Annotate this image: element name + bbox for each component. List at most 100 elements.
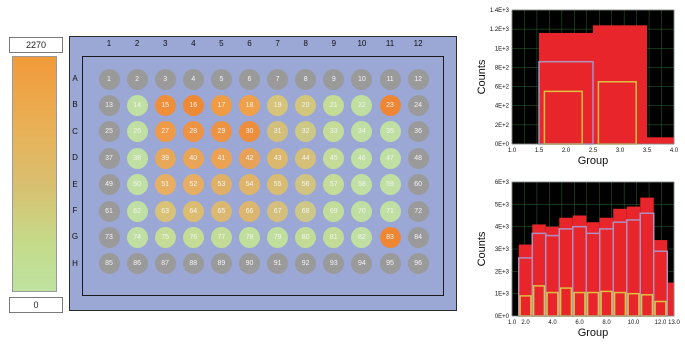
plate-well[interactable]: 33 bbox=[323, 121, 345, 143]
plate-well[interactable]: 66 bbox=[239, 200, 260, 222]
plate-well[interactable]: 24 bbox=[407, 94, 429, 116]
column-label: 5 bbox=[219, 39, 224, 48]
plate-well[interactable]: 17 bbox=[210, 94, 232, 116]
plate-well[interactable]: 64 bbox=[182, 200, 204, 222]
plate-well[interactable]: 72 bbox=[407, 200, 429, 222]
plate-well[interactable]: 6 bbox=[239, 68, 260, 90]
plate-well[interactable]: 77 bbox=[210, 226, 232, 248]
plate-well[interactable]: 40 bbox=[182, 147, 204, 169]
plate-well[interactable]: 5 bbox=[210, 68, 232, 90]
plate-well[interactable]: 19 bbox=[267, 94, 289, 116]
plate-well[interactable]: 47 bbox=[379, 147, 401, 169]
plate-well[interactable]: 15 bbox=[154, 94, 176, 116]
plate-well[interactable]: 71 bbox=[379, 200, 401, 222]
plate-well[interactable]: 18 bbox=[239, 94, 260, 116]
plate-well[interactable]: 63 bbox=[154, 200, 176, 222]
plate-well[interactable]: 62 bbox=[126, 200, 148, 222]
plate-well[interactable]: 52 bbox=[182, 174, 204, 196]
plate-well[interactable]: 78 bbox=[239, 226, 260, 248]
plate-well[interactable]: 76 bbox=[182, 226, 204, 248]
plate-well[interactable]: 21 bbox=[323, 94, 345, 116]
plate-well[interactable]: 46 bbox=[351, 147, 373, 169]
plate-well[interactable]: 87 bbox=[154, 253, 176, 275]
plate-well[interactable]: 86 bbox=[126, 253, 148, 275]
plate-well[interactable]: 14 bbox=[126, 94, 148, 116]
plate-well[interactable]: 75 bbox=[154, 226, 176, 248]
plate-well[interactable]: 30 bbox=[239, 121, 260, 143]
plate-well[interactable]: 59 bbox=[379, 174, 401, 196]
plate-well[interactable]: 23 bbox=[379, 94, 401, 116]
plate-well[interactable]: 22 bbox=[351, 94, 373, 116]
plate-well[interactable]: 67 bbox=[267, 200, 289, 222]
plate-well[interactable]: 26 bbox=[126, 121, 148, 143]
plate-well[interactable]: 56 bbox=[295, 174, 317, 196]
plate-well[interactable]: 79 bbox=[267, 226, 289, 248]
plate-well[interactable]: 84 bbox=[407, 226, 429, 248]
scale-max-value[interactable]: 2270 bbox=[9, 37, 63, 53]
plate-well[interactable]: 69 bbox=[323, 200, 345, 222]
plate-well[interactable]: 65 bbox=[210, 200, 232, 222]
plate-well[interactable]: 34 bbox=[351, 121, 373, 143]
plate-well[interactable]: 10 bbox=[351, 68, 373, 90]
plate-well[interactable]: 12 bbox=[407, 68, 429, 90]
plate-well[interactable]: 7 bbox=[267, 68, 289, 90]
plate-well[interactable]: 55 bbox=[267, 174, 289, 196]
plate-well[interactable]: 68 bbox=[295, 200, 317, 222]
plate-well[interactable]: 93 bbox=[323, 253, 345, 275]
plate-well[interactable]: 25 bbox=[98, 121, 120, 143]
plate-well[interactable]: 20 bbox=[295, 94, 317, 116]
plate-well[interactable]: 92 bbox=[295, 253, 317, 275]
plate-well[interactable]: 8 bbox=[295, 68, 317, 90]
scale-min-value[interactable]: 0 bbox=[9, 297, 63, 313]
plate-well[interactable]: 3 bbox=[154, 68, 176, 90]
plate-well[interactable]: 60 bbox=[407, 174, 429, 196]
plate-well[interactable]: 49 bbox=[98, 174, 120, 196]
plate-well[interactable]: 74 bbox=[126, 226, 148, 248]
plate-well[interactable]: 27 bbox=[154, 121, 176, 143]
plate-well[interactable]: 50 bbox=[126, 174, 148, 196]
plate-well[interactable]: 31 bbox=[267, 121, 289, 143]
plate-well[interactable]: 82 bbox=[351, 226, 373, 248]
plate-well[interactable]: 88 bbox=[182, 253, 204, 275]
plate-well[interactable]: 42 bbox=[239, 147, 260, 169]
plate-well[interactable]: 1 bbox=[98, 68, 120, 90]
plate-well[interactable]: 11 bbox=[379, 68, 401, 90]
plate-well[interactable]: 48 bbox=[407, 147, 429, 169]
plate-well[interactable]: 29 bbox=[210, 121, 232, 143]
plate-well[interactable]: 45 bbox=[323, 147, 345, 169]
plate-well[interactable]: 13 bbox=[98, 94, 120, 116]
histogram-bar bbox=[532, 224, 546, 316]
plate-well[interactable]: 28 bbox=[182, 121, 204, 143]
plate-well[interactable]: 38 bbox=[126, 147, 148, 169]
plate-well[interactable]: 51 bbox=[154, 174, 176, 196]
plate-well[interactable]: 81 bbox=[323, 226, 345, 248]
plate-well[interactable]: 70 bbox=[351, 200, 373, 222]
plate-well[interactable]: 16 bbox=[182, 94, 204, 116]
plate-well[interactable]: 61 bbox=[98, 200, 120, 222]
plate-well[interactable]: 41 bbox=[210, 147, 232, 169]
plate-well[interactable]: 89 bbox=[210, 253, 232, 275]
plate-well[interactable]: 4 bbox=[182, 68, 204, 90]
plate-well[interactable]: 58 bbox=[351, 174, 373, 196]
plate-well[interactable]: 73 bbox=[98, 226, 120, 248]
plate-well[interactable]: 54 bbox=[239, 174, 260, 196]
plate-well[interactable]: 44 bbox=[295, 147, 317, 169]
plate-well[interactable]: 80 bbox=[295, 226, 317, 248]
plate-well[interactable]: 35 bbox=[379, 121, 401, 143]
plate-well[interactable]: 2 bbox=[126, 68, 148, 90]
plate-well[interactable]: 32 bbox=[295, 121, 317, 143]
plate-well[interactable]: 37 bbox=[98, 147, 120, 169]
plate-well[interactable]: 83 bbox=[379, 226, 401, 248]
plate-well[interactable]: 53 bbox=[210, 174, 232, 196]
plate-well[interactable]: 90 bbox=[239, 253, 260, 275]
plate-well[interactable]: 96 bbox=[407, 253, 429, 275]
plate-well[interactable]: 95 bbox=[379, 253, 401, 275]
plate-well[interactable]: 85 bbox=[98, 253, 120, 275]
plate-well[interactable]: 91 bbox=[267, 253, 289, 275]
plate-well[interactable]: 39 bbox=[154, 147, 176, 169]
plate-well[interactable]: 36 bbox=[407, 121, 429, 143]
plate-well[interactable]: 43 bbox=[267, 147, 289, 169]
plate-well[interactable]: 94 bbox=[351, 253, 373, 275]
plate-well[interactable]: 9 bbox=[323, 68, 345, 90]
plate-well[interactable]: 57 bbox=[323, 174, 345, 196]
